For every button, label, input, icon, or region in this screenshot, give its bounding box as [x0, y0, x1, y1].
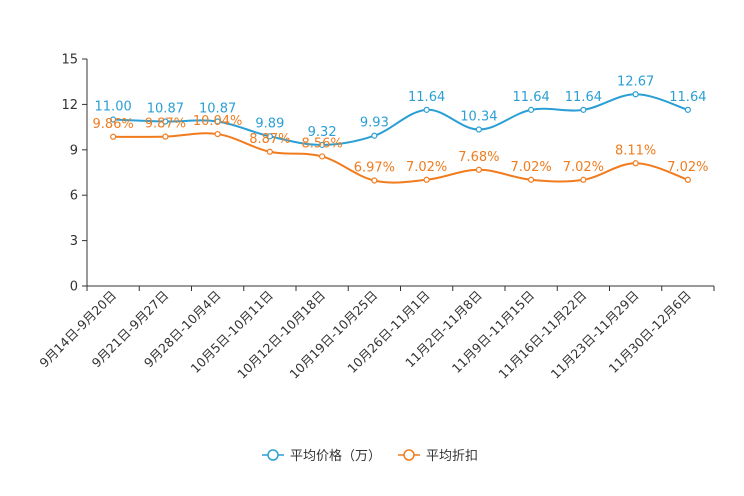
data-point [528, 176, 535, 183]
data-point [110, 133, 117, 140]
data-point [214, 118, 221, 125]
data-label: 10.34 [460, 110, 497, 125]
data-point [214, 130, 221, 138]
data-label: 7.02% [406, 160, 447, 175]
data-label: 10.87 [147, 102, 184, 117]
data-point [580, 176, 587, 183]
series-layer [110, 91, 691, 184]
y-tick-label: 0 [70, 280, 78, 295]
data-point [266, 148, 273, 155]
data-point [684, 176, 691, 183]
data-point [266, 133, 273, 140]
legend-marker [267, 449, 279, 461]
data-label: 7.68% [458, 150, 499, 165]
data-point [475, 126, 482, 133]
data-label: 10.04% [193, 114, 243, 129]
data-label: 9.86% [92, 117, 133, 132]
data-point [110, 116, 117, 123]
data-label: 9.32 [308, 125, 337, 140]
data-label: 7.02% [510, 160, 551, 175]
data-label: 11.64 [565, 90, 602, 105]
data-label: 11.64 [513, 90, 550, 105]
data-label: 12.67 [617, 74, 654, 89]
y-tick-label: 9 [70, 143, 78, 158]
legend: 平均价格（万） 平均折扣 [262, 448, 478, 464]
x-tick-label: 10月19日-10月25日 [286, 288, 380, 382]
data-point [423, 176, 430, 183]
x-axis-ticks: 9月14日-9月20日9月21日-9月27日9月28日-10月4日10月5日-1… [36, 286, 715, 382]
series-line-1 [113, 132, 689, 184]
data-point [475, 166, 482, 173]
data-point [528, 106, 535, 113]
data-point [319, 153, 326, 160]
data-label: 8.87% [249, 132, 290, 147]
data-label: 7.02% [563, 160, 604, 175]
series-line-0 [113, 93, 689, 146]
y-tick-label: 3 [70, 234, 78, 249]
y-tick-label: 6 [70, 189, 78, 204]
data-point [423, 106, 430, 113]
y-axis-ticks: 0 3 6 9 12 15 [61, 53, 87, 295]
y-tick-label: 15 [61, 53, 78, 68]
data-point [632, 91, 639, 98]
data-label: 10.87 [199, 102, 236, 117]
data-point [319, 141, 326, 149]
data-label: 11.00 [95, 100, 132, 115]
data-point [371, 177, 378, 184]
data-label: 11.64 [669, 90, 706, 105]
data-label: 8.11% [615, 143, 656, 158]
data-point [162, 118, 169, 125]
data-point [632, 160, 639, 167]
data-point [580, 106, 587, 113]
data-point [684, 106, 691, 113]
data-label: 9.93 [360, 116, 389, 131]
data-label: 11.64 [408, 90, 445, 105]
data-label: 9.89 [255, 116, 284, 131]
x-tick-label: 11月16日-11月22日 [495, 288, 589, 382]
data-label: 9.87% [145, 117, 186, 132]
legend-label: 平均价格（万） [290, 448, 381, 464]
data-label: 6.97% [354, 161, 395, 176]
y-tick-label: 12 [61, 98, 78, 113]
data-point [162, 133, 169, 140]
data-label: 7.02% [667, 160, 708, 175]
x-tick-label: 10月12日-10月18日 [234, 288, 328, 382]
axes [86, 59, 714, 287]
data-point [371, 132, 378, 139]
legend-label: 平均折扣 [426, 449, 478, 464]
data-label: 8.56% [301, 136, 342, 151]
x-tick-label: 11月23日-11月29日 [548, 288, 642, 382]
data-labels: 11.00 10.87 10.87 9.89 9.32 9.93 11.64 10.34 11.… [92, 74, 708, 175]
legend-marker [403, 449, 415, 461]
